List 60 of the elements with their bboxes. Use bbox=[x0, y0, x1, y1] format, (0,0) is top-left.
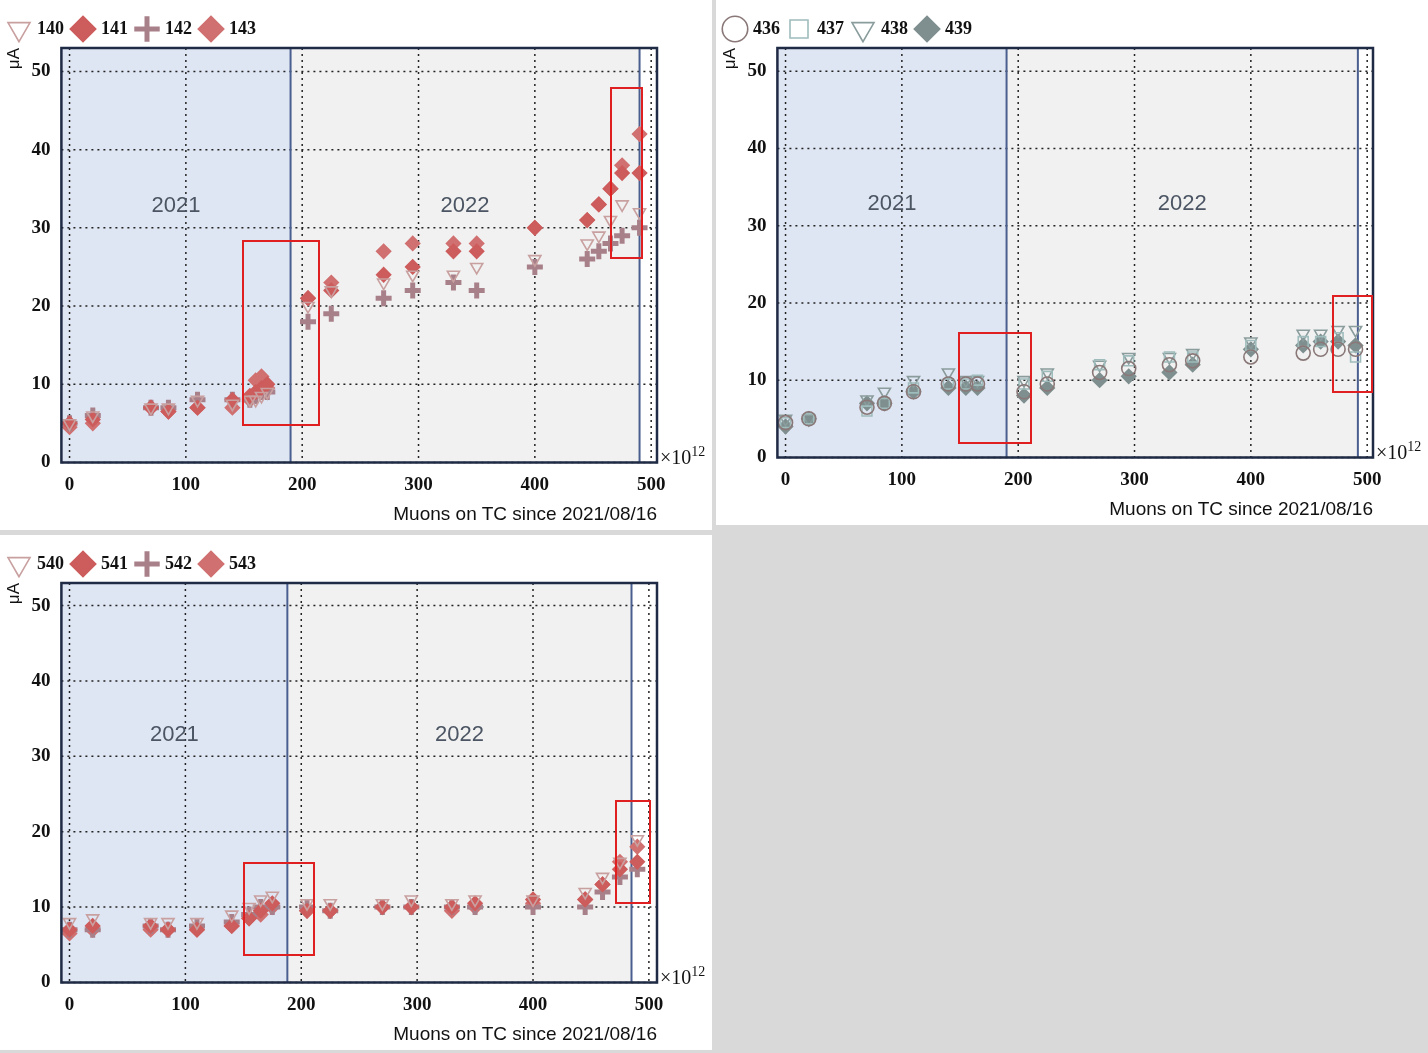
legend-label: 437 bbox=[817, 17, 844, 38]
x-tick-label: 300 bbox=[404, 472, 433, 494]
y-tick-label: 10 bbox=[747, 368, 767, 390]
y-tick-label: 50 bbox=[31, 59, 51, 81]
y-tick-label: 10 bbox=[31, 372, 51, 394]
y-tick-label: 50 bbox=[747, 59, 767, 81]
y-tick-label: 20 bbox=[31, 293, 51, 315]
y-axis-title: μA bbox=[719, 47, 739, 70]
legend-label: 543 bbox=[229, 552, 256, 573]
band-label: 2021 bbox=[149, 720, 199, 746]
legend-label: 541 bbox=[101, 552, 128, 573]
x-axis-title: Muons on TC since 2021/08/16 bbox=[1109, 497, 1373, 519]
x-tick-label: 300 bbox=[1120, 467, 1149, 489]
x-tick-label: 100 bbox=[887, 467, 917, 489]
band-label: 2021 bbox=[151, 191, 201, 217]
x-tick-label: 400 bbox=[520, 472, 550, 494]
legend-label: 141 bbox=[101, 17, 128, 38]
legend-label: 439 bbox=[945, 17, 972, 38]
legend-label: 140 bbox=[37, 17, 64, 38]
x-axis-title: Muons on TC since 2021/08/16 bbox=[393, 502, 657, 524]
band-label: 2021 bbox=[867, 189, 917, 215]
y-tick-label: 50 bbox=[31, 593, 51, 615]
band-label: 2022 bbox=[434, 720, 484, 746]
legend-label: 143 bbox=[229, 17, 256, 38]
x-tick-label: 0 bbox=[64, 992, 75, 1014]
legend-label: 540 bbox=[37, 552, 64, 573]
legend-label: 542 bbox=[165, 552, 192, 573]
x-tick-label: 100 bbox=[171, 992, 200, 1014]
x-tick-label: 500 bbox=[634, 992, 664, 1014]
legend-label: 436 bbox=[753, 17, 780, 38]
y-axis-title: μA bbox=[3, 582, 23, 605]
x-tick-label: 0 bbox=[780, 467, 791, 489]
y-tick-label: 20 bbox=[747, 290, 767, 312]
x-axis-title: Muons on TC since 2021/08/16 bbox=[393, 1022, 657, 1044]
x-tick-label: 0 bbox=[64, 472, 75, 494]
x-tick-label: 300 bbox=[402, 992, 432, 1014]
y-tick-label: 40 bbox=[31, 668, 51, 690]
y-tick-label: 30 bbox=[31, 215, 51, 237]
legend-label: 438 bbox=[881, 17, 908, 38]
x-tick-label: 200 bbox=[287, 472, 317, 494]
x-tick-label: 200 bbox=[1003, 467, 1033, 489]
y-tick-label: 20 bbox=[31, 819, 51, 841]
x-tick-label: 500 bbox=[1352, 467, 1382, 489]
x-tick-label: 500 bbox=[636, 472, 666, 494]
y-axis-title: μA bbox=[3, 47, 23, 70]
x-tick-label: 100 bbox=[171, 472, 201, 494]
y-tick-label: 30 bbox=[747, 213, 767, 235]
y-tick-label: 0 bbox=[40, 970, 51, 992]
x-tick-label: 400 bbox=[518, 992, 548, 1014]
y-tick-label: 0 bbox=[756, 445, 767, 467]
x-tick-label: 200 bbox=[287, 992, 316, 1014]
legend-label: 142 bbox=[165, 17, 192, 38]
y-tick-label: 0 bbox=[40, 450, 51, 472]
x-tick-label: 400 bbox=[1236, 467, 1266, 489]
band-label: 2022 bbox=[440, 191, 490, 217]
band-label: 2022 bbox=[1157, 189, 1207, 215]
y-tick-label: 40 bbox=[747, 136, 767, 158]
y-tick-label: 10 bbox=[31, 894, 51, 916]
y-tick-label: 30 bbox=[31, 744, 51, 766]
y-tick-label: 40 bbox=[31, 137, 51, 159]
